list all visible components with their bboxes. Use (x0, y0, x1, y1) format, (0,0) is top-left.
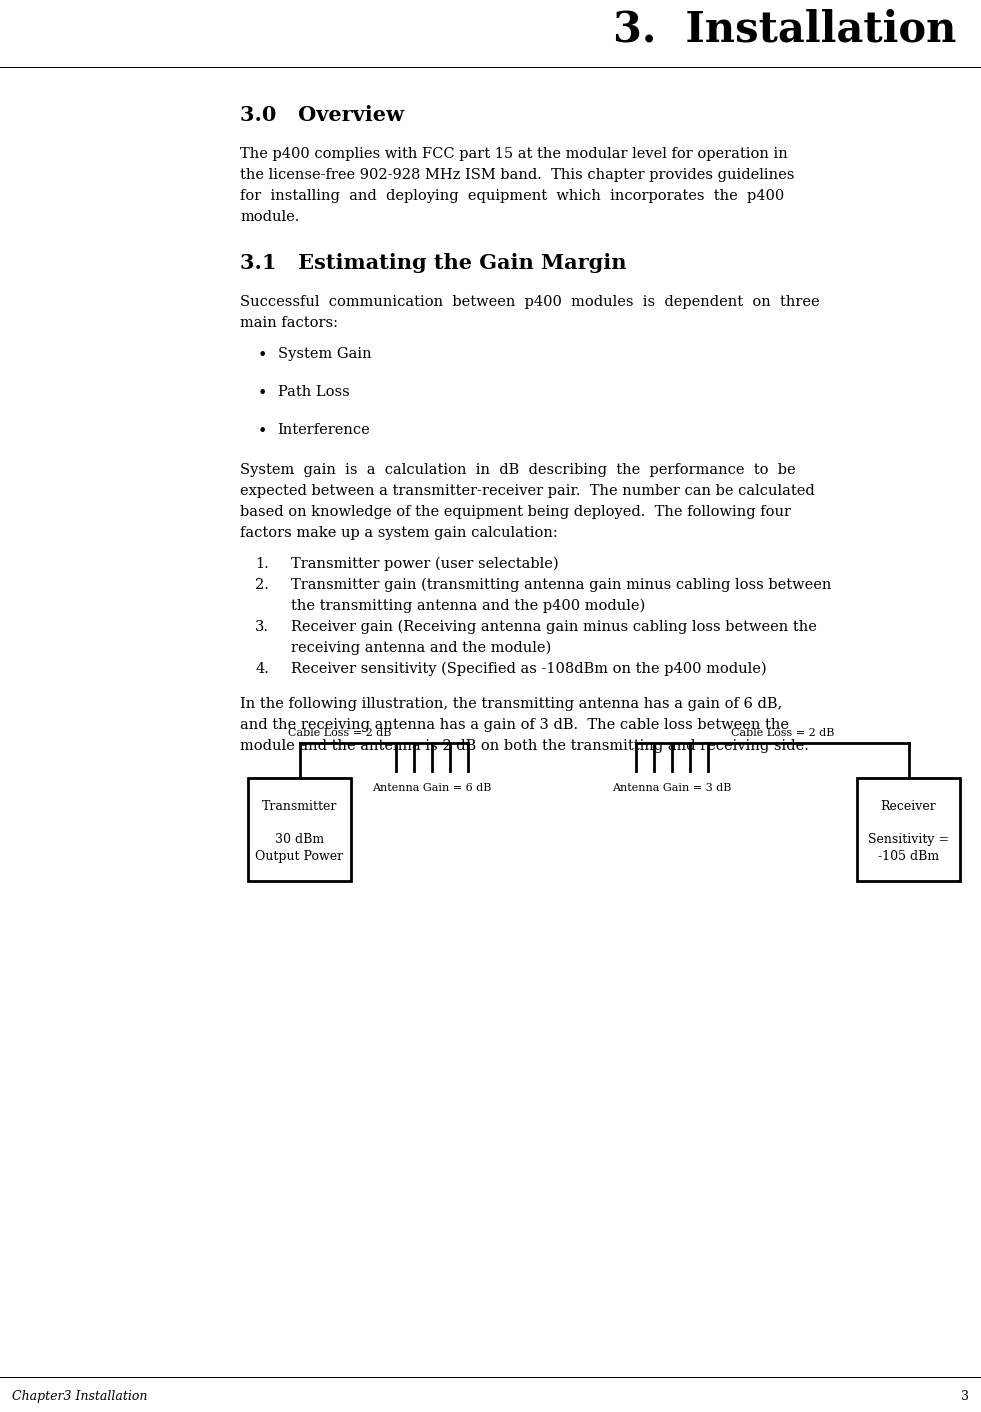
Text: 3.: 3. (255, 620, 269, 634)
Text: main factors:: main factors: (240, 316, 338, 330)
Text: Cable Loss = 2 dB: Cable Loss = 2 dB (287, 729, 391, 738)
Text: In the following illustration, the transmitting antenna has a gain of 6 dB,: In the following illustration, the trans… (240, 698, 783, 712)
Text: •: • (258, 347, 268, 364)
Text: 3.1   Estimating the Gain Margin: 3.1 Estimating the Gain Margin (240, 253, 627, 273)
Text: based on knowledge of the equipment being deployed.  The following four: based on knowledge of the equipment bein… (240, 505, 792, 520)
Text: 1.: 1. (255, 556, 269, 570)
Text: the transmitting antenna and the p400 module): the transmitting antenna and the p400 mo… (291, 599, 645, 613)
Text: 3: 3 (961, 1389, 969, 1404)
Text: module.: module. (240, 210, 300, 225)
Text: System  gain  is  a  calculation  in  dB  describing  the  performance  to  be: System gain is a calculation in dB descr… (240, 463, 796, 477)
Bar (248, 778, 351, 881)
Text: Receiver: Receiver (881, 801, 937, 813)
Text: 2.: 2. (255, 578, 269, 592)
Text: Path Loss: Path Loss (278, 385, 349, 400)
Text: Transmitter power (user selectable): Transmitter power (user selectable) (291, 556, 559, 572)
Text: System Gain: System Gain (278, 347, 371, 361)
Text: Receiver gain (Receiving antenna gain minus cabling loss between the: Receiver gain (Receiving antenna gain mi… (291, 620, 817, 634)
Text: expected between a transmitter-receiver pair.  The number can be calculated: expected between a transmitter-receiver … (240, 484, 815, 498)
Text: Sensitivity =: Sensitivity = (868, 833, 949, 846)
Text: 4.: 4. (255, 662, 269, 676)
Text: Transmitter gain (transmitting antenna gain minus cabling loss between: Transmitter gain (transmitting antenna g… (291, 578, 832, 593)
Text: for  installing  and  deploying  equipment  which  incorporates  the  p400: for installing and deploying equipment w… (240, 189, 785, 203)
Text: 3.  Installation: 3. Installation (613, 8, 956, 49)
Text: factors make up a system gain calculation:: factors make up a system gain calculatio… (240, 527, 558, 539)
Text: 30 dBm: 30 dBm (275, 833, 324, 846)
Text: Interference: Interference (278, 424, 371, 436)
Text: the license-free 902-928 MHz ISM band.  This chapter provides guidelines: the license-free 902-928 MHz ISM band. T… (240, 168, 795, 182)
Text: The p400 complies with FCC part 15 at the modular level for operation in: The p400 complies with FCC part 15 at th… (240, 147, 788, 161)
Text: Chapter3 Installation: Chapter3 Installation (12, 1389, 147, 1404)
Text: receiving antenna and the module): receiving antenna and the module) (291, 641, 551, 655)
Text: 3.0   Overview: 3.0 Overview (240, 104, 404, 126)
Text: Antenna Gain = 3 dB: Antenna Gain = 3 dB (612, 784, 732, 794)
Text: and the receiving antenna has a gain of 3 dB.  The cable loss between the: and the receiving antenna has a gain of … (240, 717, 790, 731)
Text: -105 dBm: -105 dBm (878, 850, 939, 863)
Text: Antenna Gain = 6 dB: Antenna Gain = 6 dB (373, 784, 491, 794)
Text: module and the antenna is 2 dB on both the transmitting and receiving side.: module and the antenna is 2 dB on both t… (240, 738, 809, 753)
Text: Successful  communication  between  p400  modules  is  dependent  on  three: Successful communication between p400 mo… (240, 295, 820, 309)
Text: •: • (258, 385, 268, 402)
Text: Transmitter: Transmitter (262, 801, 337, 813)
Text: Output Power: Output Power (255, 850, 343, 863)
Bar (857, 778, 960, 881)
Text: Cable Loss = 2 dB: Cable Loss = 2 dB (731, 729, 835, 738)
Text: Receiver sensitivity (Specified as -108dBm on the p400 module): Receiver sensitivity (Specified as -108d… (291, 662, 767, 676)
Text: •: • (258, 424, 268, 441)
